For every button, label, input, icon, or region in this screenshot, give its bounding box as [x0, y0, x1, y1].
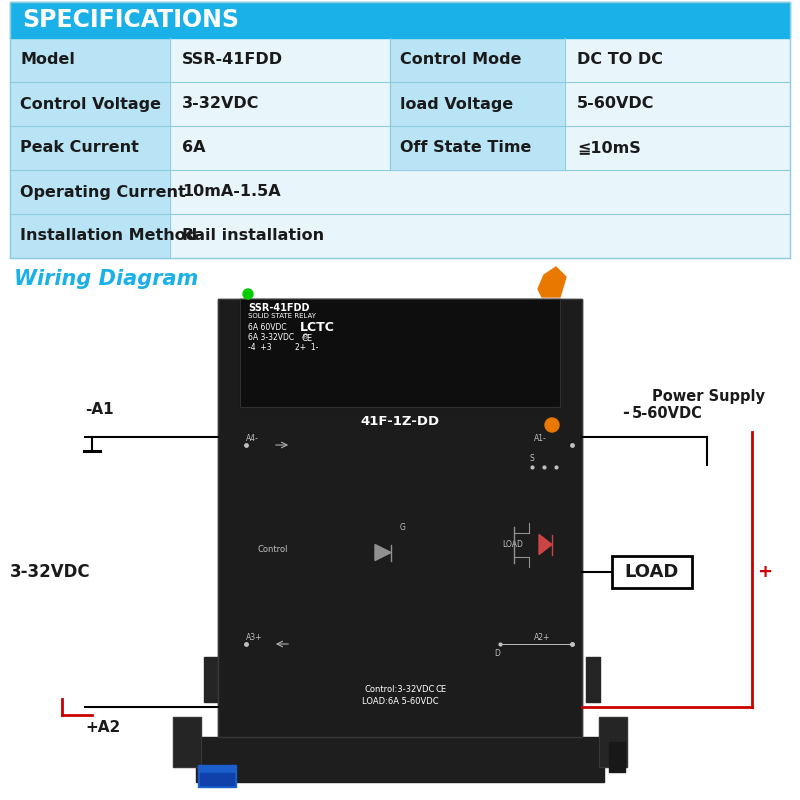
Bar: [240, 299, 560, 407]
Text: Peak Current: Peak Current: [20, 141, 139, 155]
Bar: [586, 657, 600, 702]
Text: -A1: -A1: [85, 402, 114, 417]
Bar: [599, 717, 627, 767]
Bar: [10, 170, 170, 214]
Text: A3+: A3+: [246, 633, 262, 642]
Text: 5-60VDC: 5-60VDC: [577, 97, 654, 111]
Bar: [390, 126, 565, 170]
Bar: [170, 38, 390, 82]
Bar: [196, 737, 604, 782]
Bar: [170, 126, 390, 170]
Text: Installation Method: Installation Method: [20, 229, 198, 243]
Bar: [170, 170, 790, 214]
Text: LOAD: LOAD: [625, 563, 679, 581]
Text: 41F-1Z-DD: 41F-1Z-DD: [361, 415, 439, 428]
Text: G: G: [400, 523, 406, 533]
Bar: [599, 717, 627, 767]
Bar: [565, 126, 790, 170]
Text: Rail installation: Rail installation: [182, 229, 324, 243]
Text: 6A: 6A: [182, 141, 206, 155]
Text: LCTC: LCTC: [300, 321, 335, 334]
Bar: [200, 773, 234, 785]
Polygon shape: [539, 534, 552, 554]
Bar: [10, 214, 170, 258]
Text: 10mA-1.5A: 10mA-1.5A: [182, 185, 281, 199]
Text: +: +: [757, 563, 772, 581]
Text: ®: ®: [302, 334, 309, 340]
Text: Power Supply: Power Supply: [652, 390, 765, 405]
Bar: [10, 82, 170, 126]
Bar: [198, 765, 236, 787]
Text: Operating Current: Operating Current: [20, 185, 186, 199]
Text: -4  +3: -4 +3: [248, 343, 272, 352]
Text: D: D: [494, 649, 500, 658]
Bar: [10, 38, 170, 82]
Bar: [390, 82, 565, 126]
Text: S: S: [530, 454, 534, 463]
Text: A2+: A2+: [534, 633, 550, 642]
Text: A4-: A4-: [246, 434, 259, 443]
Text: SSR-41FDD: SSR-41FDD: [248, 303, 310, 313]
Text: A1-: A1-: [534, 434, 546, 443]
Text: CE: CE: [435, 685, 446, 694]
Text: 3-32VDC: 3-32VDC: [10, 563, 90, 581]
Bar: [565, 82, 790, 126]
Bar: [204, 657, 218, 702]
Bar: [390, 38, 565, 82]
Text: LOAD: LOAD: [502, 540, 523, 549]
Text: DC TO DC: DC TO DC: [577, 53, 663, 67]
Text: +A2: +A2: [85, 719, 120, 734]
Text: Control:3-32VDC: Control:3-32VDC: [365, 685, 435, 694]
Text: Control Mode: Control Mode: [400, 53, 522, 67]
Bar: [173, 717, 201, 767]
Text: Model: Model: [20, 53, 75, 67]
Text: 3-32VDC: 3-32VDC: [182, 97, 259, 111]
Bar: [10, 2, 790, 38]
Text: SPECIFICATIONS: SPECIFICATIONS: [22, 8, 239, 32]
Text: SOLID STATE RELAY: SOLID STATE RELAY: [248, 313, 316, 319]
Circle shape: [545, 418, 559, 432]
Text: Control Voltage: Control Voltage: [20, 97, 161, 111]
Bar: [612, 556, 692, 588]
Bar: [218, 299, 582, 737]
Text: 6A 3-32VDC: 6A 3-32VDC: [248, 333, 294, 342]
Polygon shape: [375, 545, 391, 561]
Text: load Voltage: load Voltage: [400, 97, 514, 111]
Text: -: -: [622, 404, 629, 422]
Bar: [10, 2, 790, 258]
Bar: [609, 742, 625, 772]
Circle shape: [243, 289, 253, 299]
Bar: [173, 717, 201, 767]
Polygon shape: [538, 267, 566, 297]
Text: 2+  1-: 2+ 1-: [295, 343, 318, 352]
Text: 6A 60VDC: 6A 60VDC: [248, 323, 286, 332]
Text: ≦10mS: ≦10mS: [577, 141, 641, 155]
Bar: [240, 299, 560, 407]
Bar: [10, 126, 170, 170]
Text: Control: Control: [258, 545, 289, 554]
Text: Wiring Diagram: Wiring Diagram: [14, 269, 198, 289]
Bar: [170, 214, 790, 258]
Bar: [565, 38, 790, 82]
Text: LOAD:6A 5-60VDC: LOAD:6A 5-60VDC: [362, 697, 438, 706]
Bar: [218, 299, 582, 737]
Text: SSR-41FDD: SSR-41FDD: [182, 53, 283, 67]
Text: Off State Time: Off State Time: [400, 141, 531, 155]
Bar: [170, 82, 390, 126]
Text: 5-60VDC: 5-60VDC: [632, 406, 703, 421]
Text: CE: CE: [302, 334, 313, 343]
